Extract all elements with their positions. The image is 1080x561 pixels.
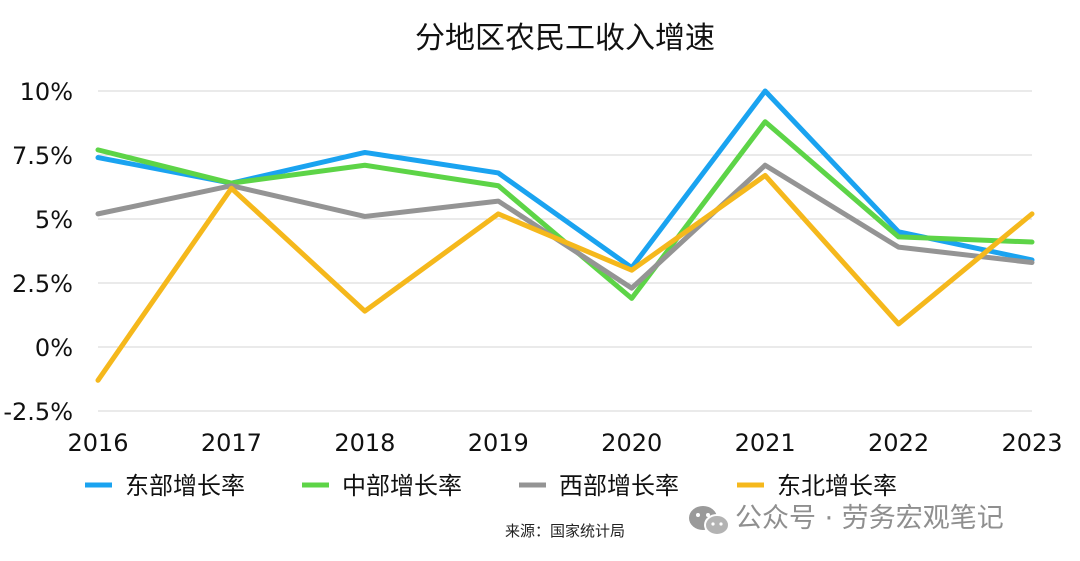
x-tick-label: 2021: [735, 429, 796, 457]
wechat-icon: [689, 506, 730, 536]
x-tick-label: 2020: [601, 429, 662, 457]
series-line-1: [95, 119, 1035, 301]
y-tick-label: 10%: [20, 78, 73, 106]
x-tick-label: 2018: [334, 429, 395, 457]
legend-label: 东部增长率: [125, 472, 245, 500]
legend-label: 西部增长率: [559, 472, 679, 500]
x-tick-label: 2017: [201, 429, 262, 457]
x-tick-label: 2019: [468, 429, 529, 457]
grid-lines: [98, 90, 1032, 412]
y-axis-ticks: 10% 7.5% 5% 2.5% 0% -2.5%: [3, 78, 73, 426]
source-note: 来源：国家统计局: [505, 522, 625, 540]
y-tick-label: 7.5%: [12, 142, 73, 170]
y-tick-label: 2.5%: [12, 270, 73, 298]
x-tick-label: 2023: [1001, 429, 1062, 457]
legend-label: 中部增长率: [342, 472, 462, 500]
x-axis-ticks: 2016 2017 2018 2019 2020 2021 2022 2023: [67, 429, 1062, 457]
x-tick-label: 2022: [868, 429, 929, 457]
series-line-3: [95, 172, 1035, 383]
x-tick-label: 2016: [67, 429, 128, 457]
legend-label: 东北增长率: [777, 472, 897, 500]
y-tick-label: 0%: [35, 334, 73, 362]
chart-title: 分地区农民工收入增速: [415, 21, 715, 56]
y-tick-label: 5%: [35, 206, 73, 234]
watermark-text: 公众号 · 劳务宏观笔记: [735, 503, 1004, 534]
y-tick-label: -2.5%: [3, 398, 73, 426]
legend: 东部增长率 中部增长率 西部增长率 东北增长率: [85, 472, 897, 500]
series-lines: [95, 88, 1035, 383]
